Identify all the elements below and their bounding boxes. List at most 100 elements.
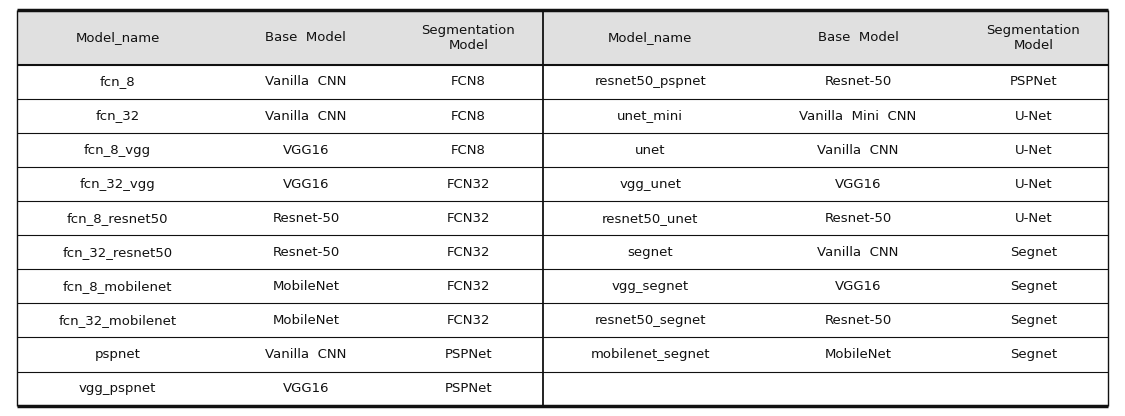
Bar (958, 337, 1108, 371)
Text: PSPNet: PSPNet (444, 382, 492, 395)
Text: VGG16: VGG16 (835, 178, 881, 191)
Text: MobileNet: MobileNet (272, 280, 340, 293)
Bar (17, 167, 218, 201)
Bar (543, 65, 757, 99)
Bar (394, 99, 543, 133)
Bar (17, 371, 218, 406)
Bar (394, 337, 543, 371)
Text: PSPNet: PSPNet (444, 348, 492, 361)
Bar (958, 167, 1108, 201)
Bar (543, 167, 757, 201)
Text: Segnet: Segnet (1010, 280, 1058, 293)
Bar (958, 303, 1108, 337)
Bar (218, 10, 394, 65)
Bar (394, 269, 543, 303)
Text: fcn_8_resnet50: fcn_8_resnet50 (66, 212, 169, 225)
Text: unet_mini: unet_mini (618, 109, 683, 123)
Bar (17, 337, 218, 371)
Text: Base  Model: Base Model (818, 31, 899, 44)
Bar (218, 167, 394, 201)
Text: FCN32: FCN32 (447, 212, 490, 225)
Bar (958, 201, 1108, 235)
Bar (394, 371, 543, 406)
Bar (958, 99, 1108, 133)
Bar (543, 133, 757, 167)
Bar (218, 303, 394, 337)
Bar (17, 269, 218, 303)
Text: U-Net: U-Net (1015, 212, 1052, 225)
Text: mobilenet_segnet: mobilenet_segnet (591, 348, 710, 361)
Bar (543, 10, 757, 65)
Text: Model_name: Model_name (608, 31, 692, 44)
Bar (218, 201, 394, 235)
Text: Segnet: Segnet (1010, 348, 1058, 361)
Text: FCN8: FCN8 (451, 144, 486, 156)
Bar (958, 133, 1108, 167)
Text: VGG16: VGG16 (282, 144, 330, 156)
Bar (757, 133, 958, 167)
Bar (757, 235, 958, 269)
Bar (17, 133, 218, 167)
Text: resnet50_segnet: resnet50_segnet (594, 314, 706, 327)
Bar (757, 10, 958, 65)
Bar (958, 371, 1108, 406)
Text: Resnet-50: Resnet-50 (825, 75, 892, 89)
Text: U-Net: U-Net (1015, 109, 1052, 123)
Text: Resnet-50: Resnet-50 (272, 212, 340, 225)
Text: unet: unet (634, 144, 666, 156)
Text: Segmentation
Model: Segmentation Model (987, 24, 1080, 52)
Bar (958, 10, 1108, 65)
Bar (757, 269, 958, 303)
Text: FCN32: FCN32 (447, 246, 490, 259)
Text: resnet50_unet: resnet50_unet (602, 212, 699, 225)
Text: Vanilla  CNN: Vanilla CNN (818, 144, 899, 156)
Text: Segnet: Segnet (1010, 314, 1058, 327)
Text: Segnet: Segnet (1010, 246, 1058, 259)
Text: Base  Model: Base Model (266, 31, 346, 44)
Bar (218, 133, 394, 167)
Bar (17, 65, 218, 99)
Bar (394, 65, 543, 99)
Text: MobileNet: MobileNet (825, 348, 891, 361)
Bar (757, 65, 958, 99)
Text: Vanilla  CNN: Vanilla CNN (266, 109, 346, 123)
Bar (543, 371, 757, 406)
Bar (757, 303, 958, 337)
Text: FCN32: FCN32 (447, 280, 490, 293)
Bar (757, 201, 958, 235)
Bar (757, 371, 958, 406)
Bar (218, 235, 394, 269)
Bar (394, 235, 543, 269)
Bar (958, 235, 1108, 269)
Bar (394, 133, 543, 167)
Bar (17, 201, 218, 235)
Text: Resnet-50: Resnet-50 (272, 246, 340, 259)
Bar (543, 99, 757, 133)
Text: Vanilla  CNN: Vanilla CNN (266, 75, 346, 89)
Text: vgg_segnet: vgg_segnet (612, 280, 688, 293)
Text: Resnet-50: Resnet-50 (825, 314, 892, 327)
Text: Resnet-50: Resnet-50 (825, 212, 892, 225)
Text: Model_name: Model_name (75, 31, 160, 44)
Text: fcn_32_mobilenet: fcn_32_mobilenet (58, 314, 177, 327)
Bar (218, 337, 394, 371)
Text: fcn_32: fcn_32 (96, 109, 140, 123)
Text: PSPNet: PSPNet (1009, 75, 1058, 89)
Text: segnet: segnet (628, 246, 673, 259)
Bar (958, 65, 1108, 99)
Text: vgg_pspnet: vgg_pspnet (79, 382, 156, 395)
Text: fcn_8: fcn_8 (100, 75, 135, 89)
Bar (394, 167, 543, 201)
Bar (394, 201, 543, 235)
Text: FCN32: FCN32 (447, 314, 490, 327)
Bar (17, 303, 218, 337)
Text: resnet50_pspnet: resnet50_pspnet (594, 75, 706, 89)
Text: FCN8: FCN8 (451, 75, 486, 89)
Bar (394, 303, 543, 337)
Bar (394, 10, 543, 65)
Text: Segmentation
Model: Segmentation Model (422, 24, 515, 52)
Bar (757, 337, 958, 371)
Text: VGG16: VGG16 (282, 382, 330, 395)
Bar (218, 99, 394, 133)
Text: fcn_8_vgg: fcn_8_vgg (84, 144, 151, 156)
